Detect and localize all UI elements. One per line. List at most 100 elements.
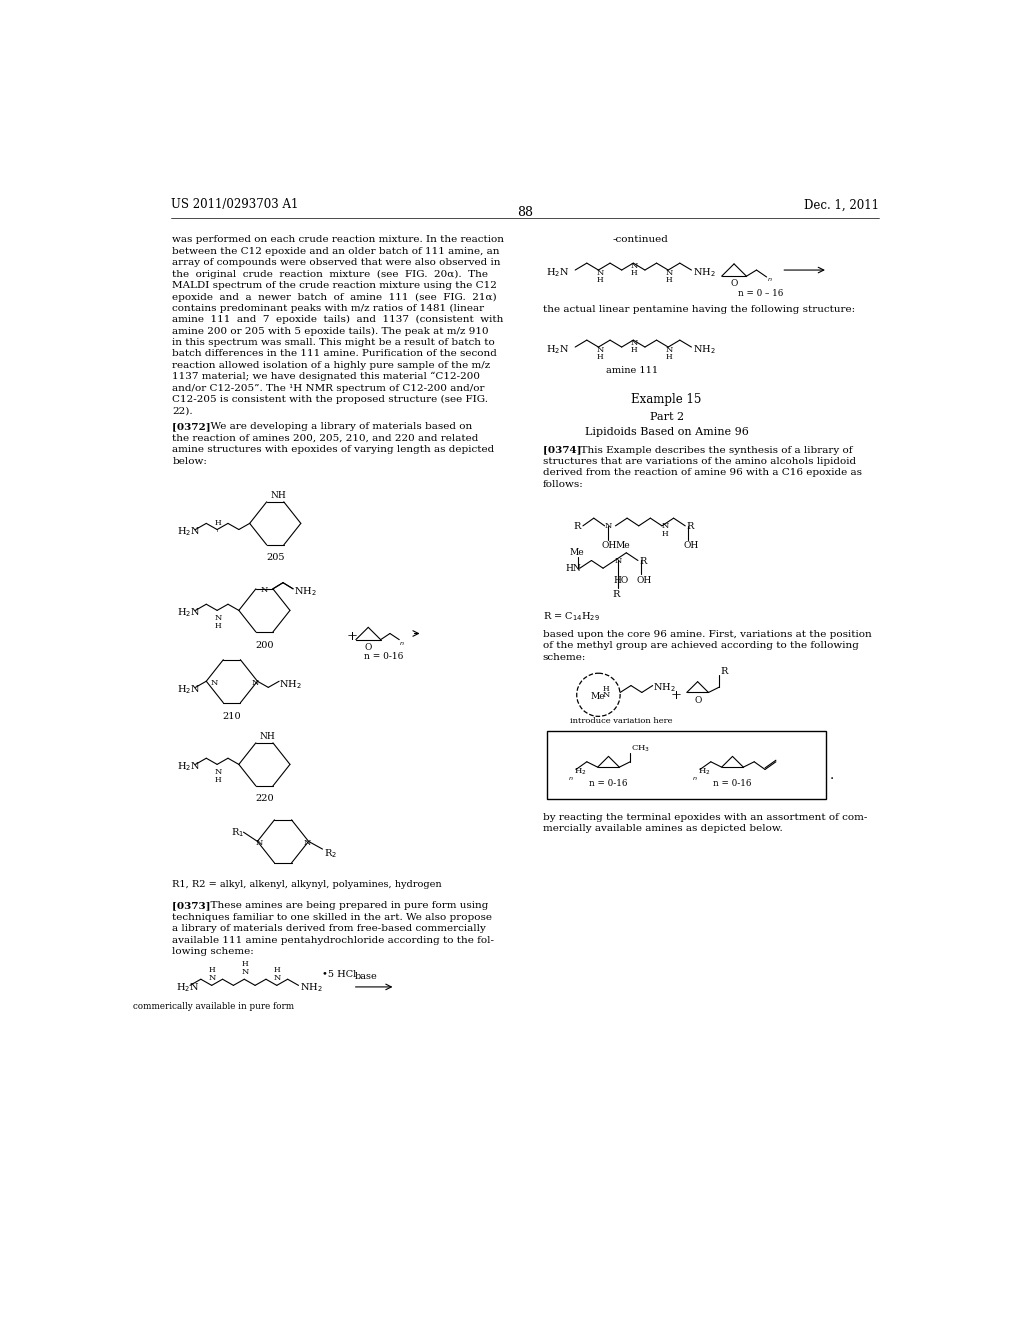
Text: scheme:: scheme: — [543, 652, 586, 661]
Text: H: H — [596, 276, 603, 284]
Text: H: H — [631, 346, 638, 354]
Text: and/or C12-205”. The ¹H NMR spectrum of C12-200 and/or: and/or C12-205”. The ¹H NMR spectrum of … — [172, 384, 484, 392]
Text: +: + — [346, 630, 357, 643]
Text: These amines are being prepared in pure form using: These amines are being prepared in pure … — [204, 902, 488, 911]
Text: R$_1$: R$_1$ — [231, 826, 244, 838]
Text: NH$_2$: NH$_2$ — [294, 585, 316, 598]
Text: H$_2$N: H$_2$N — [547, 343, 569, 356]
Text: reaction allowed isolation of a highly pure sample of the m/z: reaction allowed isolation of a highly p… — [172, 360, 490, 370]
Text: 22).: 22). — [172, 407, 193, 416]
Text: of the methyl group are achieved according to the following: of the methyl group are achieved accordi… — [543, 642, 858, 651]
Text: $_n$: $_n$ — [399, 639, 404, 648]
Text: 1137 material; we have designated this material “C12-200: 1137 material; we have designated this m… — [172, 372, 480, 381]
Text: base: base — [354, 972, 377, 981]
Text: amine 111: amine 111 — [605, 367, 657, 375]
Text: H: H — [603, 685, 609, 693]
Text: R: R — [687, 521, 694, 531]
Text: N: N — [251, 678, 259, 686]
Text: N: N — [209, 974, 216, 982]
Text: structures that are variations of the amino alcohols lipidoid: structures that are variations of the am… — [543, 457, 856, 466]
Text: R$_2$: R$_2$ — [324, 847, 337, 859]
Text: O: O — [730, 280, 737, 288]
Text: Example 15: Example 15 — [632, 393, 701, 407]
Text: H: H — [209, 966, 215, 974]
Text: This Example describes the synthesis of a library of: This Example describes the synthesis of … — [574, 446, 853, 454]
Text: commerically available in pure form: commerically available in pure form — [133, 1002, 294, 1011]
Text: H: H — [215, 622, 221, 630]
Text: 210: 210 — [222, 711, 242, 721]
Text: CH$_3$: CH$_3$ — [631, 743, 650, 754]
Text: OH: OH — [636, 576, 651, 585]
Text: N: N — [666, 268, 673, 276]
Text: H: H — [666, 276, 673, 284]
Text: H: H — [596, 354, 603, 362]
Text: Part 2: Part 2 — [649, 412, 684, 421]
Text: OH: OH — [684, 541, 699, 550]
Text: H: H — [662, 531, 669, 539]
Text: N: N — [614, 557, 622, 565]
Text: H$_2$N: H$_2$N — [176, 982, 200, 994]
Text: array of compounds were observed that were also observed in: array of compounds were observed that we… — [172, 259, 501, 267]
Text: epoxide  and  a  newer  batch  of  amine  111  (see  FIG.  21α): epoxide and a newer batch of amine 111 (… — [172, 293, 497, 301]
Text: Me: Me — [615, 541, 630, 550]
Text: 220: 220 — [255, 793, 273, 803]
Text: R: R — [573, 521, 581, 531]
Text: NH$_2$: NH$_2$ — [693, 267, 716, 279]
Bar — [547, 731, 825, 799]
Text: based upon the core 96 amine. First, variations at the position: based upon the core 96 amine. First, var… — [543, 630, 871, 639]
Text: +: + — [671, 689, 682, 702]
Text: n = 0-16: n = 0-16 — [365, 652, 403, 661]
Text: H$_2$N: H$_2$N — [177, 684, 200, 697]
Text: R1, R2 = alkyl, alkenyl, alkynyl, polyamines, hydrogen: R1, R2 = alkyl, alkenyl, alkynyl, polyam… — [172, 880, 441, 888]
Text: R: R — [640, 557, 647, 566]
Text: H$_2$N: H$_2$N — [177, 525, 200, 539]
Text: NH$_2$: NH$_2$ — [300, 982, 323, 994]
Text: N: N — [662, 521, 670, 531]
Text: n = 0 – 16: n = 0 – 16 — [738, 289, 783, 297]
Text: H$_2$N: H$_2$N — [177, 607, 200, 619]
Text: N: N — [666, 346, 673, 354]
Text: derived from the reaction of amine 96 with a C16 epoxide as: derived from the reaction of amine 96 wi… — [543, 469, 861, 478]
Text: R: R — [612, 590, 620, 599]
Text: .: . — [829, 770, 834, 783]
Text: N: N — [260, 586, 268, 594]
Text: 200: 200 — [255, 642, 273, 651]
Text: the reaction of amines 200, 205, 210, and 220 and related: the reaction of amines 200, 205, 210, an… — [172, 434, 478, 442]
Text: [0372]: [0372] — [172, 422, 214, 432]
Text: n = 0-16: n = 0-16 — [589, 780, 628, 788]
Text: n = 0-16: n = 0-16 — [713, 780, 752, 788]
Text: between the C12 epoxide and an older batch of 111 amine, an: between the C12 epoxide and an older bat… — [172, 247, 500, 256]
Text: N: N — [631, 339, 638, 347]
Text: NH$_2$: NH$_2$ — [653, 681, 676, 694]
Text: R = C$_{14}$H$_{29}$: R = C$_{14}$H$_{29}$ — [543, 611, 599, 623]
Text: O: O — [694, 696, 701, 705]
Text: HN: HN — [566, 565, 582, 573]
Text: Lipidoids Based on Amine 96: Lipidoids Based on Amine 96 — [585, 428, 749, 437]
Text: in this spectrum was small. This might be a result of batch to: in this spectrum was small. This might b… — [172, 338, 495, 347]
Text: H$_2$: H$_2$ — [698, 767, 711, 777]
Text: NH: NH — [270, 491, 287, 500]
Text: Me: Me — [591, 693, 605, 701]
Text: US 2011/0293703 A1: US 2011/0293703 A1 — [171, 198, 298, 211]
Text: Me: Me — [569, 548, 585, 557]
Text: amine structures with epoxides of varying length as depicted: amine structures with epoxides of varyin… — [172, 445, 495, 454]
Text: C12-205 is consistent with the proposed structure (see FIG.: C12-205 is consistent with the proposed … — [172, 395, 488, 404]
Text: NH$_2$: NH$_2$ — [280, 678, 302, 690]
Text: H: H — [241, 960, 248, 968]
Text: N: N — [241, 968, 249, 975]
Text: N: N — [215, 768, 222, 776]
Text: R: R — [720, 667, 727, 676]
Text: [0374]: [0374] — [543, 446, 585, 454]
Text: below:: below: — [172, 457, 207, 466]
Text: the  original  crude  reaction  mixture  (see  FIG.  20α).  The: the original crude reaction mixture (see… — [172, 269, 488, 279]
Text: 205: 205 — [266, 553, 285, 561]
Text: N: N — [596, 268, 603, 276]
Text: by reacting the terminal epoxides with an assortment of com-: by reacting the terminal epoxides with a… — [543, 813, 867, 821]
Text: H: H — [215, 519, 221, 527]
Text: [0373]: [0373] — [172, 902, 214, 911]
Text: •5 HCl: •5 HCl — [322, 970, 356, 979]
Text: NH$_2$: NH$_2$ — [693, 343, 716, 356]
Text: follows:: follows: — [543, 479, 584, 488]
Text: N: N — [215, 614, 222, 622]
Text: H: H — [631, 269, 638, 277]
